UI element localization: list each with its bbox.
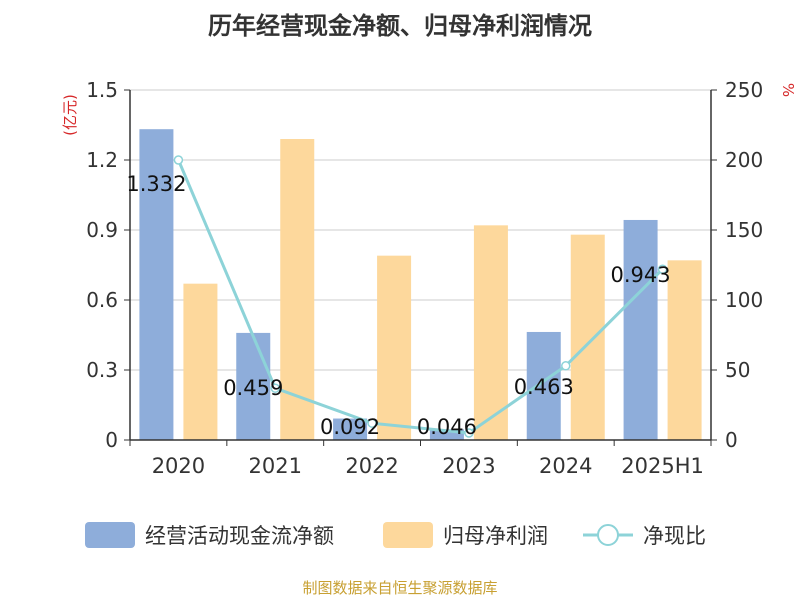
y-right-tick-label: 100 (725, 288, 763, 312)
line-point (173, 155, 184, 165)
bar-net-profit (377, 255, 412, 440)
bar-net-profit (667, 260, 702, 440)
x-tick-label: 2025H1 (621, 454, 704, 478)
y-right-tick-label: 0 (725, 428, 738, 452)
data-label-cashflow: 0.092 (320, 415, 380, 439)
x-tick-label: 2023 (442, 454, 495, 478)
y-right-tick-label: 200 (725, 148, 763, 172)
line-cash-ratio (177, 159, 664, 435)
bar-net-profit (473, 225, 508, 440)
data-label-cashflow: 1.332 (126, 172, 186, 196)
y-left-tick-label: 0.6 (86, 288, 118, 312)
data-label-cashflow: 0.459 (223, 376, 283, 400)
legend-label-cash-ratio: 净现比 (643, 524, 706, 548)
y-left-tick-label: 0.9 (86, 218, 118, 242)
line-point (367, 418, 377, 428)
source-note: 制图数据来自恒生聚源数据库 (302, 579, 498, 597)
y-left-tick-label: 1.5 (86, 78, 118, 102)
bar-cashflow (526, 331, 561, 440)
bar-cashflow (333, 418, 368, 440)
legend-swatch-cashflow (85, 522, 135, 548)
line-point (561, 361, 571, 371)
legend-marker-cash-ratio (597, 524, 619, 546)
bar-cashflow (236, 332, 271, 440)
y-left-tick-label: 0.3 (86, 358, 118, 382)
bar-cashflow (623, 219, 658, 440)
bar-cashflow (139, 129, 174, 440)
y-left-tick-label: 0 (105, 428, 118, 452)
y-left-tick-label: 1.2 (86, 148, 118, 172)
data-label-cashflow: 0.046 (417, 415, 477, 439)
y-right-tick-label: 250 (725, 78, 763, 102)
x-tick-label: 2024 (539, 454, 592, 478)
data-label-cashflow: 0.463 (514, 375, 574, 399)
x-tick-label: 2022 (345, 454, 398, 478)
legend-label-cashflow: 经营活动现金流净额 (145, 524, 334, 548)
x-tick-label: 2021 (249, 454, 302, 478)
line-point (464, 428, 474, 438)
line-point (270, 383, 280, 393)
chart-title: 历年经营现金净额、归母净利润情况 (208, 12, 592, 40)
bar-net-profit (183, 283, 218, 440)
bar-net-profit (570, 234, 605, 440)
legend-label-net-profit: 归母净利润 (443, 524, 548, 548)
y-right-tick-label: 50 (725, 358, 750, 382)
line-point (657, 264, 668, 274)
bar-cashflow (429, 429, 464, 440)
legend-swatch-net-profit (383, 522, 433, 548)
y-right-tick-label: 150 (725, 218, 763, 242)
data-label-cashflow: 0.943 (611, 263, 671, 287)
bar-net-profit (280, 139, 315, 440)
x-tick-label: 2020 (152, 454, 205, 478)
y-left-unit-label: (亿元) (61, 94, 79, 136)
y-right-unit-label: % (779, 83, 797, 97)
